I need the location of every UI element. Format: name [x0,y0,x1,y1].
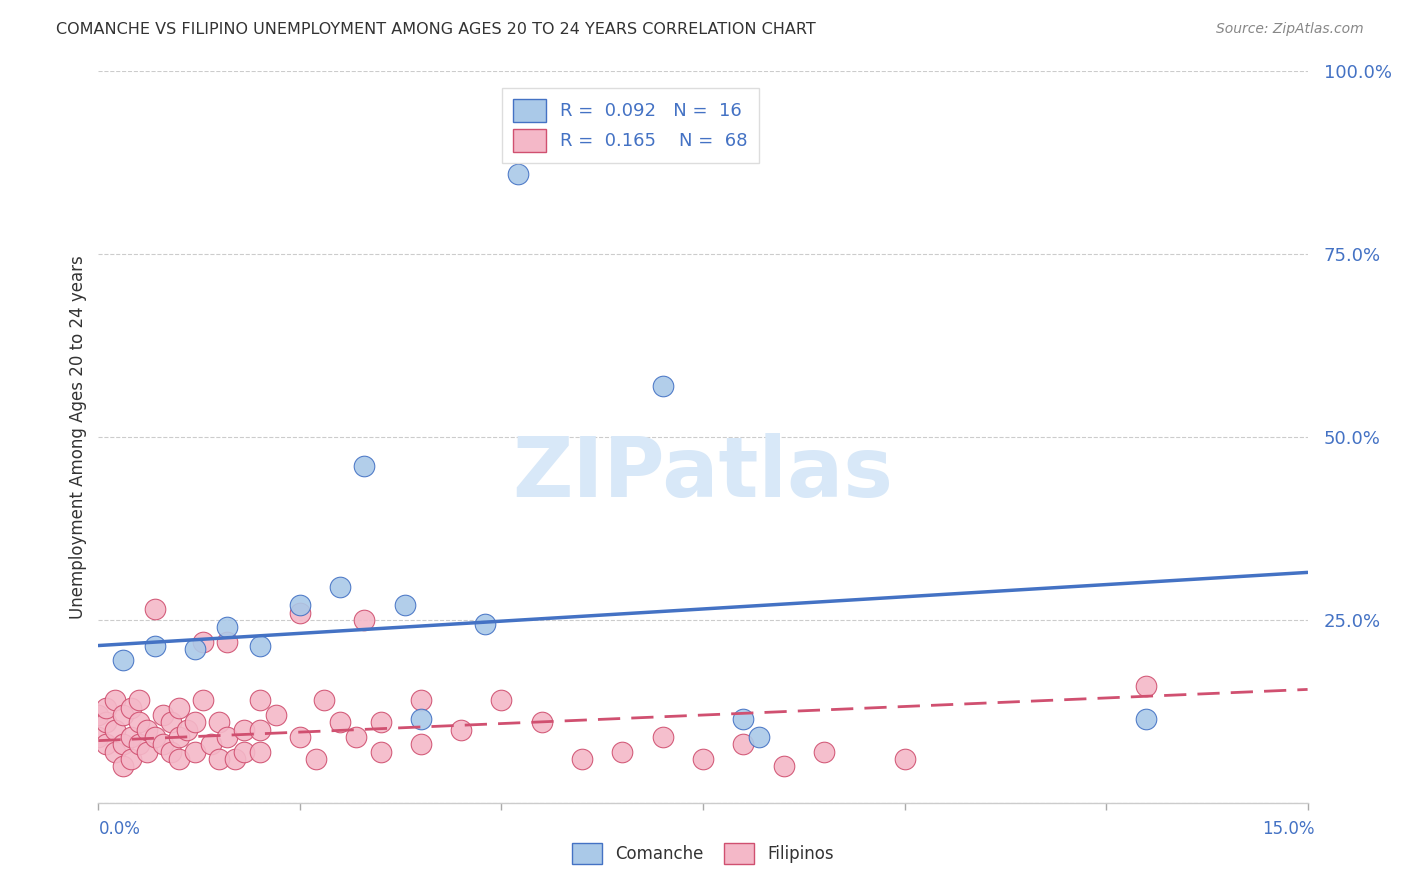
Point [167,730,190,744]
Point [370,745,392,759]
Legend: Comanche, Filipinos: Comanche, Filipinos [565,837,841,871]
Point [111,653,134,667]
Point [217,635,239,649]
Point [370,715,392,730]
Point [96,700,118,714]
Point [160,745,183,759]
Point [120,752,142,766]
Point [120,700,142,714]
Point [111,708,134,723]
Point [208,715,231,730]
Text: Source: ZipAtlas.com: Source: ZipAtlas.com [1216,22,1364,37]
Point [651,730,673,744]
Point [232,745,254,759]
Point [893,752,915,766]
Point [506,167,529,181]
Point [344,730,367,744]
Point [692,752,714,766]
Point [409,712,432,726]
Point [152,737,174,751]
Point [249,745,271,759]
Point [249,639,271,653]
Point [491,693,513,707]
Y-axis label: Unemployment Among Ages 20 to 24 years: Unemployment Among Ages 20 to 24 years [69,255,87,619]
Point [1135,679,1157,693]
Point [193,693,215,707]
Point [249,723,271,737]
Point [329,715,352,730]
Point [249,693,271,707]
Point [143,639,166,653]
Point [217,620,239,634]
Point [530,715,553,730]
Point [128,737,150,751]
Point [409,693,432,707]
Point [394,599,416,613]
Point [612,745,634,759]
Point [143,730,166,744]
Point [87,708,110,723]
Point [733,712,755,726]
Point [353,459,375,474]
Point [772,759,794,773]
Point [184,715,207,730]
Point [176,723,198,737]
Point [651,379,673,393]
Point [288,730,311,744]
Point [314,693,336,707]
Point [135,723,157,737]
Point [329,580,352,594]
Point [128,693,150,707]
Point [200,737,222,751]
Point [208,752,231,766]
Point [120,730,142,744]
Point [152,708,174,723]
Point [143,602,166,616]
Point [571,752,593,766]
Point [748,730,770,744]
Point [111,737,134,751]
Point [813,745,835,759]
Point [160,715,183,730]
Point [450,723,472,737]
Point [193,635,215,649]
Point [353,613,375,627]
Point [103,745,125,759]
Point [224,752,246,766]
Text: ZIPatlas: ZIPatlas [513,434,893,514]
Legend: R =  0.092   N =  16, R =  0.165    N =  68: R = 0.092 N = 16, R = 0.165 N = 68 [502,87,758,163]
Text: 15.0%: 15.0% [1263,820,1315,838]
Point [184,642,207,657]
Point [103,723,125,737]
Point [288,599,311,613]
Point [135,745,157,759]
Point [167,700,190,714]
Point [474,616,496,631]
Point [128,715,150,730]
Point [111,759,134,773]
Point [167,752,190,766]
Text: COMANCHE VS FILIPINO UNEMPLOYMENT AMONG AGES 20 TO 24 YEARS CORRELATION CHART: COMANCHE VS FILIPINO UNEMPLOYMENT AMONG … [56,22,815,37]
Point [1135,712,1157,726]
Point [232,723,254,737]
Point [96,737,118,751]
Point [103,693,125,707]
Point [87,730,110,744]
Point [288,606,311,620]
Point [733,737,755,751]
Point [96,715,118,730]
Point [305,752,328,766]
Point [217,730,239,744]
Point [184,745,207,759]
Point [409,737,432,751]
Text: 0.0%: 0.0% [98,820,141,838]
Point [264,708,287,723]
